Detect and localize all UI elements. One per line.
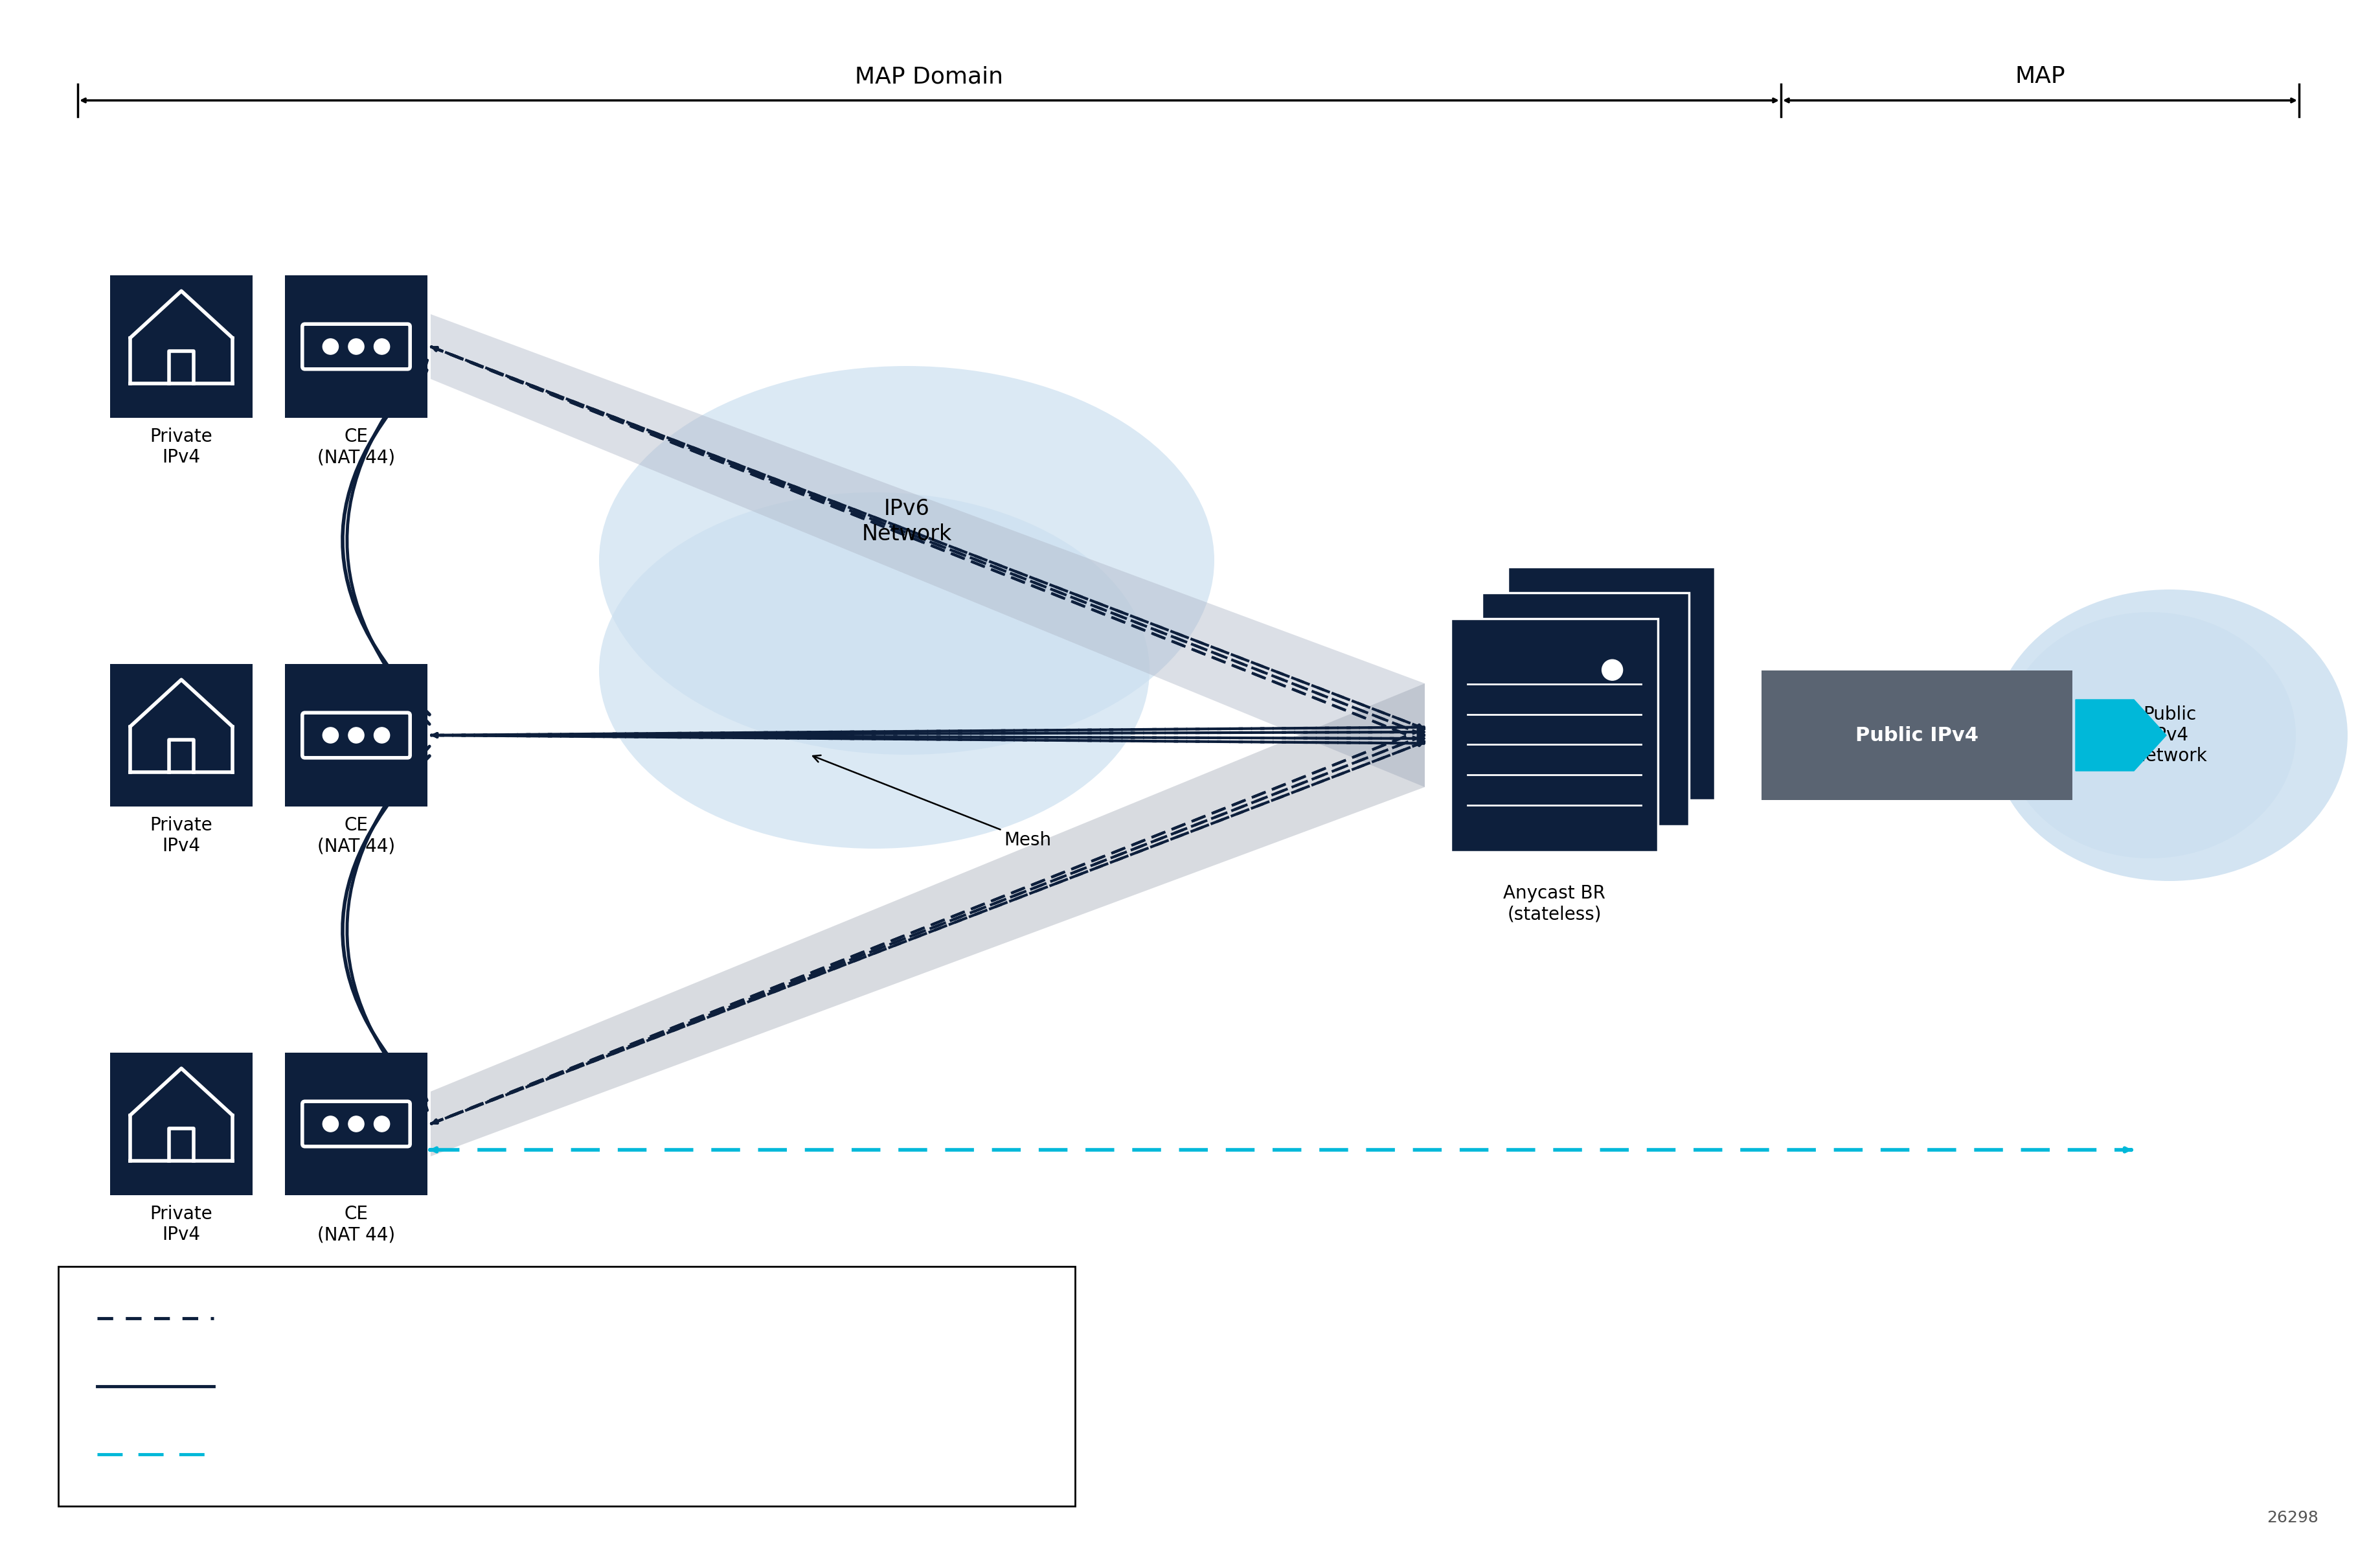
Text: Private
IPv4: Private IPv4 [150, 816, 212, 856]
FancyBboxPatch shape [286, 664, 428, 806]
Circle shape [1602, 660, 1623, 680]
Ellipse shape [2004, 612, 2297, 859]
FancyBboxPatch shape [57, 1267, 1076, 1506]
Text: CE
(NAT 44): CE (NAT 44) [317, 1205, 395, 1244]
Text: CE
(NAT 44): CE (NAT 44) [317, 428, 395, 467]
Ellipse shape [1992, 590, 2347, 881]
Text: Traffic between CEs: Traffic between CEs [233, 1378, 402, 1395]
Ellipse shape [600, 493, 1150, 848]
Circle shape [347, 728, 364, 743]
Text: IPv6
Network: IPv6 Network [862, 499, 952, 544]
Circle shape [374, 338, 390, 354]
FancyBboxPatch shape [1452, 618, 1659, 851]
Polygon shape [431, 314, 1426, 786]
FancyBboxPatch shape [109, 664, 252, 806]
FancyBboxPatch shape [286, 275, 428, 417]
Text: CE
(NAT 44): CE (NAT 44) [317, 816, 395, 856]
Text: 26298: 26298 [2266, 1509, 2318, 1525]
Text: MAP: MAP [2016, 65, 2066, 88]
Circle shape [347, 1115, 364, 1132]
Text: Traffic from CE to BR: Traffic from CE to BR [233, 1310, 409, 1327]
Text: Private
IPv4: Private IPv4 [150, 1205, 212, 1244]
FancyBboxPatch shape [1507, 567, 1716, 800]
Text: Public IPv4: Public IPv4 [1856, 726, 1978, 745]
Text: Public
IPv4
Network: Public IPv4 Network [2132, 705, 2206, 765]
Circle shape [324, 728, 338, 743]
FancyArrow shape [2075, 700, 2166, 771]
FancyBboxPatch shape [109, 275, 252, 417]
Text: Traffic from CE to public IPv4 network: Traffic from CE to public IPv4 network [233, 1446, 555, 1463]
FancyBboxPatch shape [109, 1052, 252, 1196]
FancyBboxPatch shape [1483, 593, 1690, 827]
Text: Mesh: Mesh [814, 756, 1052, 850]
Circle shape [347, 338, 364, 354]
Circle shape [374, 728, 390, 743]
Polygon shape [431, 683, 1426, 1156]
Text: Anycast BR
(stateless): Anycast BR (stateless) [1504, 884, 1606, 924]
Text: Private
IPv4: Private IPv4 [150, 428, 212, 467]
Circle shape [374, 1115, 390, 1132]
Ellipse shape [600, 366, 1214, 754]
FancyBboxPatch shape [286, 1052, 428, 1196]
Circle shape [324, 1115, 338, 1132]
Circle shape [324, 338, 338, 354]
FancyBboxPatch shape [1761, 671, 2073, 800]
Text: MAP Domain: MAP Domain [854, 65, 1004, 88]
